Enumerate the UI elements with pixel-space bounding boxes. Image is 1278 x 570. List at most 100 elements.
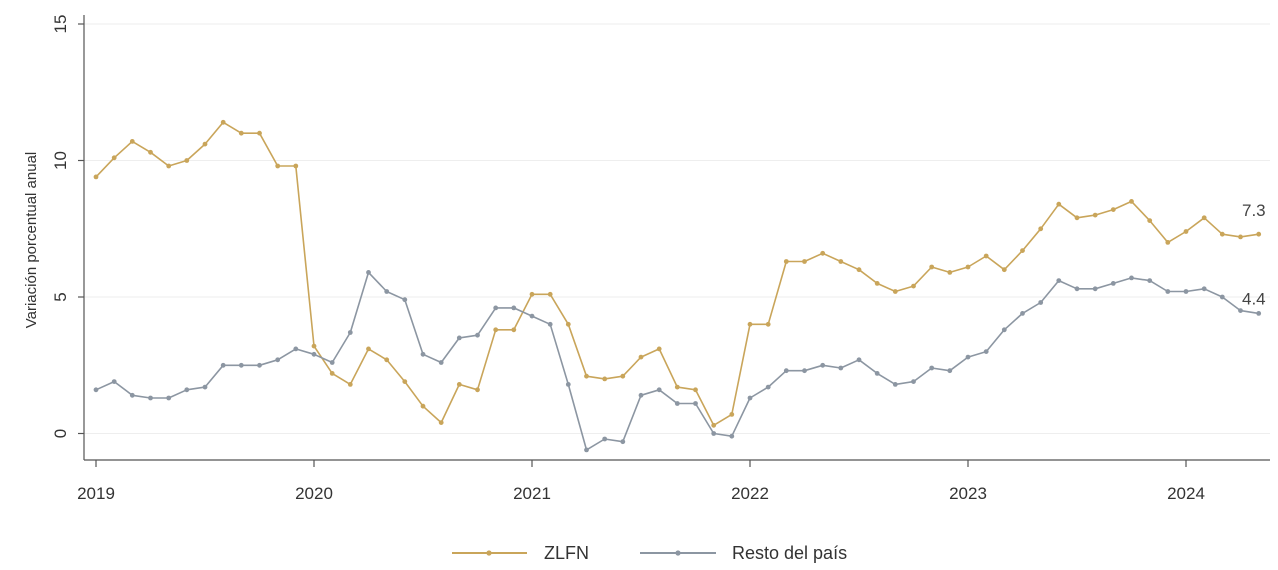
data-point-resto bbox=[802, 368, 807, 374]
data-point-resto bbox=[874, 371, 880, 376]
data-point-zlfn bbox=[1092, 212, 1098, 218]
series-line-zlfn bbox=[95, 121, 1259, 427]
legend-label-zlfn: ZLFN bbox=[544, 543, 589, 563]
data-point-zlfn bbox=[1074, 215, 1080, 221]
data-point-zlfn bbox=[129, 139, 135, 144]
data-point-resto bbox=[438, 360, 444, 365]
data-point-resto bbox=[93, 387, 99, 393]
data-point-zlfn bbox=[602, 376, 608, 382]
data-point-resto bbox=[947, 368, 953, 374]
ticks: 0 5 10 15 2019 2020 2021 2022 2023 2024 bbox=[51, 15, 1205, 503]
data-point-zlfn bbox=[184, 158, 190, 163]
data-point-zlfn bbox=[148, 149, 153, 155]
series: 7.3 4.4 bbox=[93, 119, 1266, 453]
data-point-zlfn bbox=[1001, 267, 1007, 273]
y-tick-label: 15 bbox=[51, 15, 70, 34]
data-point-resto bbox=[220, 362, 226, 368]
data-point-zlfn bbox=[911, 283, 916, 289]
x-tick-label: 2022 bbox=[731, 484, 769, 503]
data-point-zlfn bbox=[674, 384, 680, 390]
data-point-resto bbox=[257, 362, 262, 368]
data-point-zlfn bbox=[93, 174, 99, 180]
data-point-resto bbox=[1038, 300, 1044, 305]
data-point-resto bbox=[983, 349, 989, 354]
data-point-resto bbox=[1056, 278, 1062, 283]
data-point-zlfn bbox=[1183, 229, 1189, 234]
data-point-resto bbox=[602, 436, 608, 442]
data-point-resto bbox=[783, 368, 789, 374]
data-point-resto bbox=[456, 335, 462, 341]
data-point-resto bbox=[820, 362, 826, 368]
data-point-zlfn bbox=[783, 259, 789, 264]
data-point-zlfn bbox=[747, 321, 753, 327]
data-point-resto bbox=[129, 392, 135, 398]
data-point-zlfn bbox=[874, 281, 880, 286]
data-point-resto bbox=[1020, 311, 1025, 316]
data-point-zlfn bbox=[1147, 218, 1153, 224]
data-point-zlfn bbox=[238, 130, 244, 136]
data-point-zlfn bbox=[547, 291, 553, 297]
data-point-zlfn bbox=[1219, 231, 1225, 237]
data-point-resto bbox=[511, 305, 517, 311]
legend: ZLFN Resto del país bbox=[452, 543, 847, 563]
data-point-resto bbox=[402, 297, 408, 303]
data-point-zlfn bbox=[420, 403, 426, 409]
data-point-zlfn bbox=[711, 422, 717, 428]
data-point-zlfn bbox=[1238, 234, 1243, 240]
data-point-zlfn bbox=[1020, 248, 1025, 254]
data-point-resto bbox=[475, 332, 480, 338]
data-point-zlfn bbox=[384, 357, 390, 363]
data-point-resto bbox=[638, 392, 644, 398]
data-point-zlfn bbox=[565, 321, 571, 327]
data-point-zlfn bbox=[947, 270, 953, 275]
series-zlfn: 7.3 bbox=[93, 119, 1266, 428]
series-resto: 4.4 bbox=[93, 270, 1266, 453]
data-point-zlfn bbox=[1038, 226, 1044, 232]
data-point-resto bbox=[384, 289, 390, 294]
data-point-resto bbox=[693, 401, 698, 406]
data-point-zlfn bbox=[765, 321, 771, 327]
gridlines bbox=[84, 23, 1270, 434]
data-point-zlfn bbox=[620, 373, 626, 379]
data-point-zlfn bbox=[892, 289, 898, 294]
data-point-resto bbox=[547, 321, 553, 327]
data-point-resto bbox=[729, 433, 735, 439]
data-point-zlfn bbox=[802, 259, 807, 264]
data-point-resto bbox=[148, 395, 153, 401]
data-point-zlfn bbox=[202, 141, 208, 147]
data-point-zlfn bbox=[311, 343, 317, 349]
data-point-zlfn bbox=[493, 327, 499, 333]
axes bbox=[83, 15, 1270, 461]
x-tick-label: 2023 bbox=[949, 484, 987, 503]
data-point-zlfn bbox=[438, 420, 444, 425]
data-point-zlfn bbox=[965, 264, 971, 270]
data-point-resto bbox=[965, 354, 971, 360]
data-point-resto bbox=[1256, 311, 1262, 316]
data-point-zlfn bbox=[1110, 207, 1116, 213]
data-point-resto bbox=[1129, 275, 1134, 281]
data-point-resto bbox=[420, 351, 426, 357]
data-point-resto bbox=[1074, 286, 1080, 292]
data-point-resto bbox=[838, 365, 844, 371]
data-point-resto bbox=[674, 401, 680, 406]
data-point-resto bbox=[1110, 281, 1116, 286]
data-point-resto bbox=[366, 270, 371, 275]
data-point-zlfn bbox=[456, 382, 462, 387]
data-point-resto bbox=[1092, 286, 1098, 292]
data-point-resto bbox=[1201, 286, 1207, 292]
data-point-resto bbox=[929, 365, 935, 371]
data-point-zlfn bbox=[856, 267, 862, 273]
data-point-resto bbox=[1238, 308, 1243, 313]
data-point-zlfn bbox=[729, 412, 735, 417]
data-point-zlfn bbox=[275, 163, 281, 169]
data-point-zlfn bbox=[929, 264, 935, 270]
end-label-zlfn: 7.3 bbox=[1242, 201, 1266, 220]
data-point-resto bbox=[1165, 289, 1171, 294]
legend-marker-zlfn bbox=[486, 550, 492, 556]
data-point-resto bbox=[584, 447, 589, 453]
data-point-resto bbox=[856, 357, 862, 363]
data-point-zlfn bbox=[584, 373, 589, 379]
data-point-zlfn bbox=[511, 327, 517, 333]
data-point-zlfn bbox=[1256, 231, 1262, 237]
y-tick-label: 10 bbox=[51, 151, 70, 170]
